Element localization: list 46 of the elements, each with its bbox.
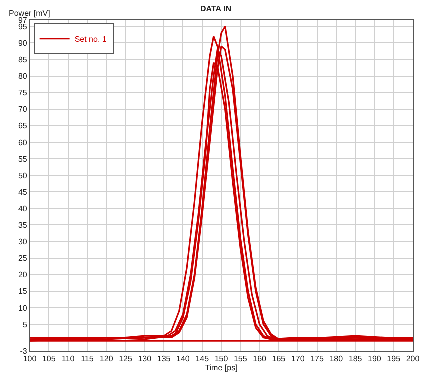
y-tick-label: 40: [18, 204, 28, 214]
x-tick-label: 115: [81, 354, 94, 364]
y-tick-label: 97: [18, 16, 28, 25]
x-tick-label: 120: [100, 354, 114, 364]
x-tick-label: 140: [176, 354, 190, 364]
y-tick-label: 60: [18, 138, 28, 148]
x-tick-label: 175: [310, 354, 324, 364]
x-tick-label: 145: [196, 354, 210, 364]
y-tick-label: 55: [18, 154, 28, 164]
y-tick-label: 20: [18, 270, 28, 280]
x-tick-label: 200: [406, 354, 420, 364]
y-tick-label: 75: [18, 88, 28, 98]
x-tick-label: 155: [234, 354, 248, 364]
x-tick-label: 190: [368, 354, 382, 364]
y-tick-label: 85: [18, 56, 28, 65]
y-tick-label: 45: [18, 188, 28, 197]
y-tick-label: 90: [18, 38, 28, 48]
y-tick-label: 80: [18, 72, 28, 82]
x-tick-label: 110: [62, 354, 76, 364]
x-tick-label: 170: [291, 354, 306, 364]
y-tick-label: 30: [18, 238, 28, 247]
x-tick-label: 100: [23, 354, 38, 364]
x-tick-label: 125: [119, 354, 133, 364]
x-tick-label: 135: [157, 354, 172, 364]
y-tick-label: 25: [18, 254, 28, 264]
x-tick-label: 130: [138, 354, 152, 364]
x-tick-label: 160: [253, 354, 268, 364]
y-tick-label: 35: [18, 221, 28, 230]
x-tick-label: 165: [272, 354, 286, 364]
y-tick-label: 70: [18, 105, 28, 114]
x-axis-title: Time [ps]: [205, 364, 238, 373]
y-tick-label: 10: [18, 304, 28, 313]
y-axis-title: Power [mV]: [9, 9, 50, 18]
y-tick-label: 15: [18, 287, 28, 296]
x-tick-label: 150: [214, 354, 229, 364]
x-tick-label: 185: [348, 354, 363, 364]
legend-label: Set no. 1: [74, 34, 108, 44]
y-tick-label: 50: [18, 171, 28, 180]
chart-title: DATA IN: [200, 4, 232, 14]
x-tick-label: 105: [42, 354, 56, 364]
y-tick-label: -3: [20, 346, 28, 356]
x-tick-label: 195: [387, 354, 402, 364]
y-tick-label: 5: [22, 320, 28, 330]
y-tick-label: 65: [18, 122, 28, 131]
y-tick-label: 95: [18, 22, 28, 32]
x-tick-label: 180: [330, 354, 344, 364]
